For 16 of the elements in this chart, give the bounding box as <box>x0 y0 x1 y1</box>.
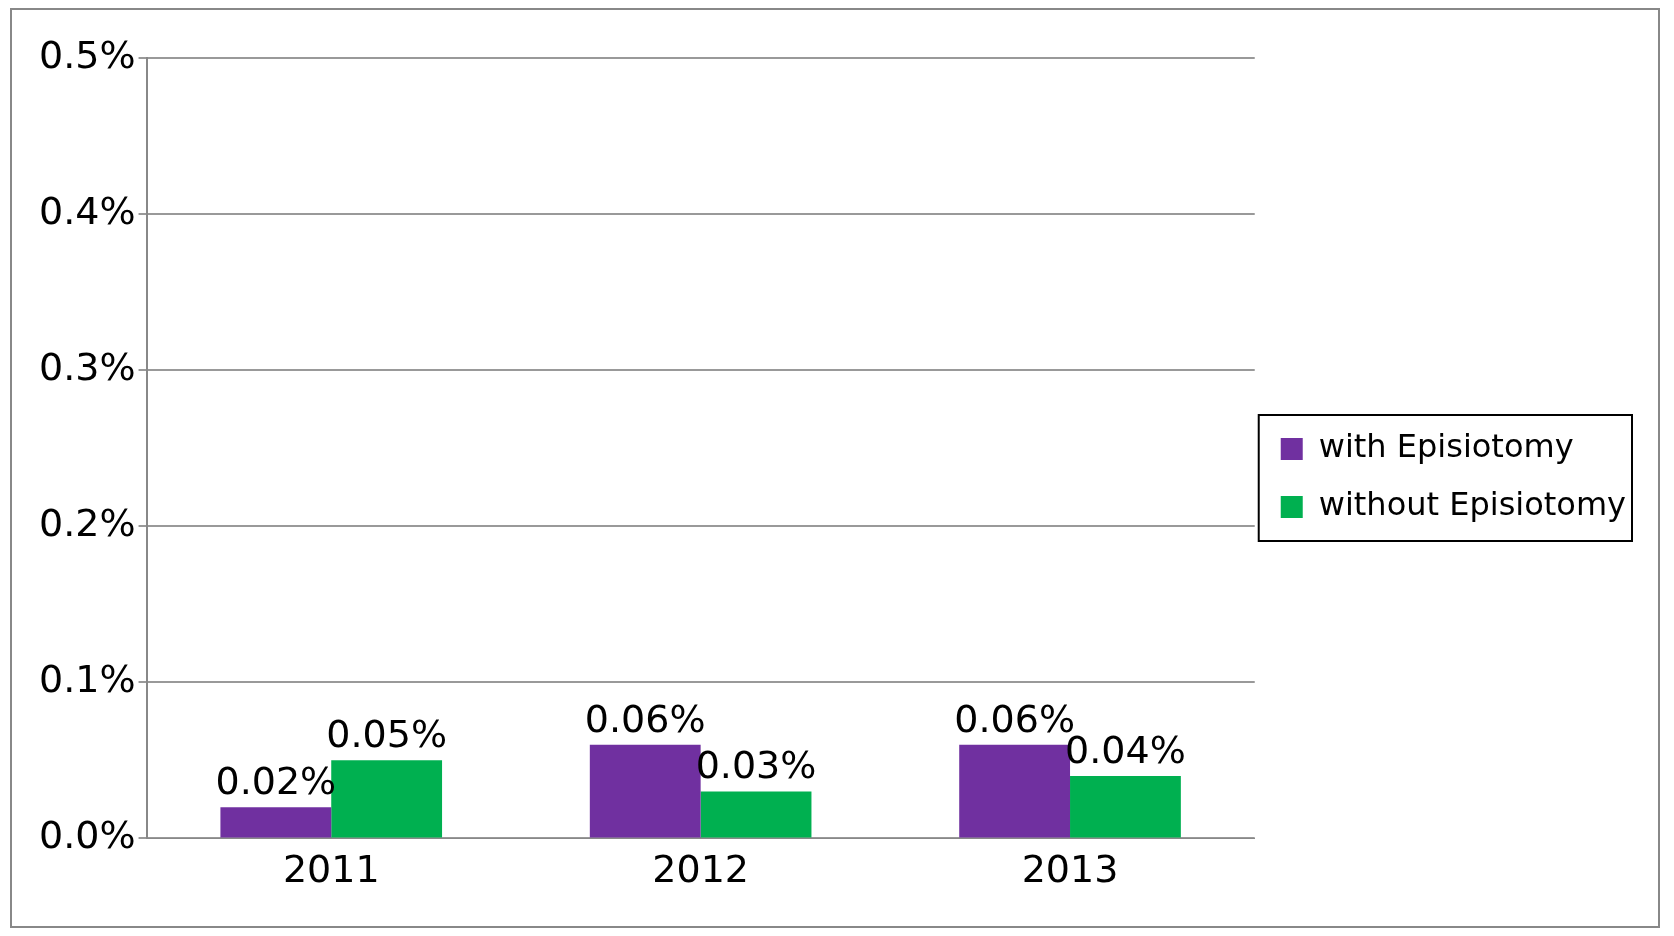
y-tick-label: 0.0% <box>38 813 136 858</box>
y-tick-label: 0.2% <box>38 501 136 546</box>
y-tick-label: 0.1% <box>38 657 136 702</box>
y-tick-label: 0.3% <box>38 345 136 390</box>
legend-label: with Episiotomy <box>1318 427 1574 466</box>
legend-label: without Episiotomy <box>1318 485 1626 524</box>
data-label: 0.05% <box>326 712 448 757</box>
bar <box>700 791 812 838</box>
bar <box>220 807 332 838</box>
x-tick-label: 2013 <box>1021 847 1119 892</box>
bar <box>1070 775 1181 838</box>
x-tick-label: 2012 <box>652 847 749 892</box>
y-tick-label: 0.5% <box>38 32 136 77</box>
x-tick-label: 2011 <box>282 847 380 892</box>
y-tick-label: 0.4% <box>38 188 136 233</box>
data-label: 0.06% <box>584 696 706 741</box>
